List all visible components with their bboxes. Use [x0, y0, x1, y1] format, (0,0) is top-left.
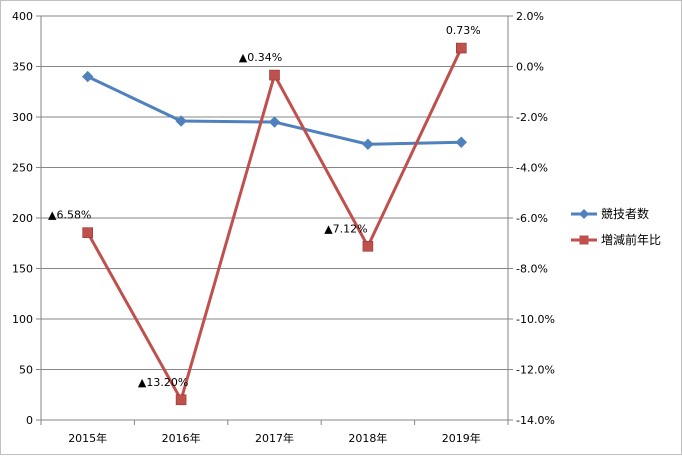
right-tick-label: -6.0%: [516, 212, 548, 225]
data-label: ▲13.20%: [138, 376, 188, 389]
left-tick-label: 150: [12, 263, 33, 276]
left-axis-ticks: 0 50 100 150 200 250 300 350 400: [12, 10, 33, 427]
data-point-diamond: [268, 116, 281, 128]
data-label: ▲0.34%: [239, 51, 282, 64]
data-label: ▲7.12%: [324, 222, 367, 235]
right-axis-ticks: -14.0% -12.0% -10.0% -8.0% -6.0% -4.0% -2.0% 0.…: [516, 10, 555, 427]
left-tick-label: 350: [12, 61, 33, 74]
data-point-square: [82, 227, 93, 238]
right-tick-label: -8.0%: [516, 263, 548, 276]
data-point-square: [269, 69, 280, 81]
series-line-1: [86, 47, 463, 402]
right-tick-label: -4.0%: [516, 162, 548, 175]
x-tick-label: 2018年: [348, 431, 387, 445]
right-tick-label: -10.0%: [516, 313, 555, 326]
right-tick-label: 2.0%: [516, 10, 544, 23]
data-point-diamond: [81, 70, 94, 83]
left-tick-label: 250: [12, 162, 33, 175]
left-tick-label: 0: [26, 414, 33, 427]
legend-label: 競技者数: [601, 206, 649, 221]
x-tick-label: 2019年: [442, 431, 481, 445]
right-tick-label: -14.0%: [516, 414, 555, 427]
series-line-0: [87, 75, 462, 146]
left-tick-label: 400: [12, 10, 33, 23]
left-tick-label: 200: [12, 212, 33, 225]
right-tick-label: 0.0%: [516, 61, 544, 74]
x-tick-label: 2015年: [68, 431, 107, 445]
gridlines: [41, 15, 508, 421]
data-label: 0.73%: [446, 24, 481, 37]
left-tick-label: 100: [12, 313, 33, 326]
data-labels: ▲6.58% ▲13.20% ▲0.34% ▲7.12% 0.73%: [48, 24, 481, 389]
left-tick-label: 50: [19, 364, 33, 377]
x-axis-ticks: 2015年 2016年 2017年 2018年 2019年: [68, 431, 481, 445]
data-point-square: [455, 42, 467, 54]
data-point-diamond: [455, 136, 468, 148]
x-tick-label: 2016年: [162, 431, 201, 445]
data-point-diamond: [362, 138, 374, 150]
data-point-diamond: [175, 115, 187, 127]
right-tick-label: -2.0%: [516, 111, 548, 124]
legend-marker-diamond: [579, 209, 589, 219]
axes: [36, 15, 513, 425]
right-tick-label: -12.0%: [516, 364, 555, 377]
x-tick-label: 2017年: [255, 431, 294, 445]
left-tick-label: 300: [12, 111, 33, 124]
data-point-square: [175, 394, 187, 406]
legend-label: 増減前年比: [601, 232, 661, 247]
data-point-square: [362, 240, 374, 252]
series-layer: [81, 42, 468, 406]
data-label: ▲6.58%: [48, 209, 91, 222]
legend-marker-square: [579, 235, 589, 245]
